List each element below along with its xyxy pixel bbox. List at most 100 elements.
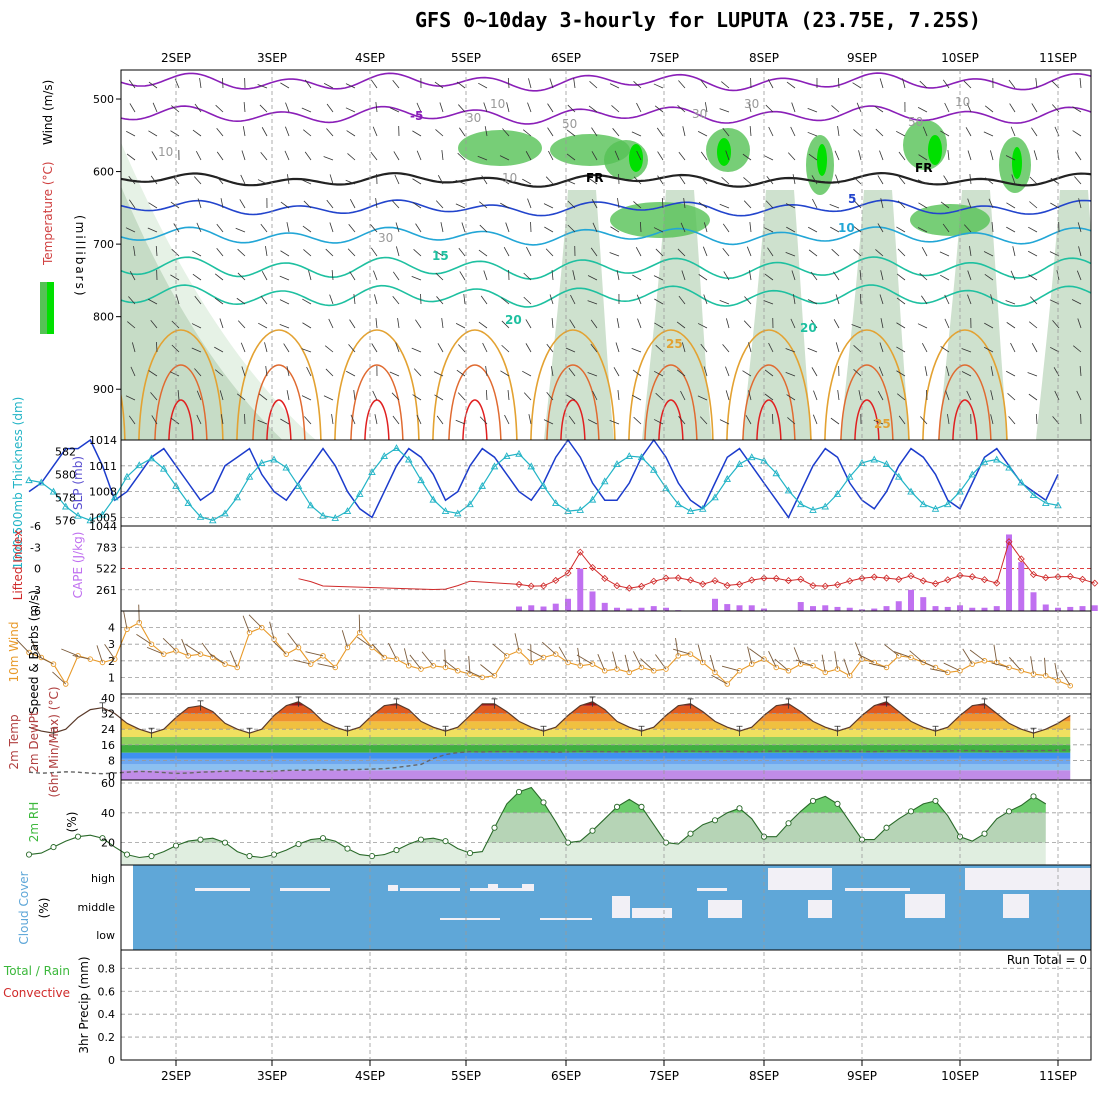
rh-contour-label: 50 xyxy=(908,115,923,129)
lifted-index-point xyxy=(601,574,609,583)
cape-tick-label: 1044 xyxy=(89,520,117,533)
wind-barb xyxy=(543,419,554,425)
wind-barb xyxy=(216,151,224,161)
cloud-cell xyxy=(697,888,727,891)
wind-barb xyxy=(1050,202,1060,209)
wind-barb xyxy=(831,248,840,257)
wind-barb xyxy=(830,226,840,233)
wind-barb xyxy=(745,415,752,425)
wind-barb xyxy=(614,150,620,161)
wind-barb xyxy=(748,390,752,401)
wind-barb xyxy=(370,79,378,89)
wind-barb xyxy=(549,294,554,305)
wind-barb xyxy=(766,175,774,185)
temp-contour-35 xyxy=(756,399,782,440)
lifted-index-point xyxy=(625,584,633,592)
wind-barb xyxy=(219,390,224,401)
wind-barb xyxy=(633,176,642,185)
wind-barb xyxy=(220,414,224,425)
wind-barb xyxy=(507,390,510,401)
wind-barb xyxy=(918,154,928,161)
wind-barb xyxy=(990,150,994,161)
wind-barb xyxy=(457,152,466,161)
cape-tick-label: 261 xyxy=(96,584,117,597)
wind-barb xyxy=(260,223,268,233)
cape-bar xyxy=(748,605,755,611)
wind-barb xyxy=(395,246,400,257)
wind-barb xyxy=(748,342,752,353)
wind-barb xyxy=(631,348,642,353)
wind-barb xyxy=(265,366,268,377)
wind-barb xyxy=(528,414,532,425)
wind-barb xyxy=(567,224,576,233)
rh-column xyxy=(742,190,812,440)
y-tick-label: 40 xyxy=(101,692,115,705)
wind-barb xyxy=(323,395,334,401)
wind-barb xyxy=(568,367,576,377)
temp-contour-25 xyxy=(334,329,420,440)
wind-barb xyxy=(192,129,202,137)
thickness-ylabel: 1000-500mb Thickness (dm) xyxy=(11,397,25,570)
wind-barb xyxy=(853,129,862,137)
rh-point xyxy=(25,851,33,858)
wind-barb xyxy=(597,653,606,671)
rh-point xyxy=(540,799,547,806)
wind-barb xyxy=(485,389,488,401)
thickness-point xyxy=(123,472,131,480)
wind-barb xyxy=(939,251,950,257)
cloud-cell xyxy=(400,888,460,891)
wind-barb xyxy=(633,81,642,89)
wind-barb xyxy=(346,370,356,377)
wind-barb xyxy=(917,323,928,329)
wind-barb xyxy=(237,320,246,329)
thickness-point xyxy=(821,502,830,510)
wind-barb xyxy=(967,270,972,281)
temp-contour-25 xyxy=(138,329,224,440)
wind-barb xyxy=(945,390,950,401)
temp-contour-35 xyxy=(462,399,488,440)
wind-barb xyxy=(632,394,642,401)
thickness-point xyxy=(502,452,511,460)
wind-barb xyxy=(1028,274,1038,281)
cape-bar xyxy=(944,606,951,611)
rh-point xyxy=(981,830,988,837)
lifted-index-point xyxy=(637,582,646,590)
wind-barb xyxy=(568,415,576,425)
temp-contour-25 xyxy=(530,329,616,440)
wind-barb xyxy=(148,370,158,377)
wind-barb xyxy=(541,641,557,655)
wind-barb xyxy=(415,319,422,329)
wind-barb xyxy=(719,419,730,425)
wind-barb xyxy=(984,105,994,113)
temp-contour-label: -5 xyxy=(410,109,423,123)
y-tick-label: 500 xyxy=(93,93,114,106)
wind-barb xyxy=(546,391,554,401)
cape-bar xyxy=(883,606,890,611)
wind-barb xyxy=(280,250,290,257)
wind-barb xyxy=(413,249,422,257)
cape-bar xyxy=(871,608,878,611)
wind-barb xyxy=(216,176,224,185)
wind-barb xyxy=(942,79,950,89)
wind-barb xyxy=(633,651,642,668)
wind-barb xyxy=(128,79,136,89)
wind-barb xyxy=(192,250,202,257)
wind-barb xyxy=(572,270,576,281)
wind-barb xyxy=(743,200,752,209)
rh-layer-30 xyxy=(121,186,283,440)
wind-barb xyxy=(441,318,444,329)
wind-barb xyxy=(358,614,361,633)
wind-barb xyxy=(880,198,884,209)
wind-barb xyxy=(482,342,488,353)
wind-barb xyxy=(832,271,840,281)
date-label-bottom: 4SEP xyxy=(355,1069,385,1083)
wind-barb xyxy=(133,246,136,257)
wind-barb xyxy=(347,153,356,161)
thickness-point xyxy=(711,493,719,501)
wind-barb xyxy=(463,294,466,305)
wind-barb xyxy=(303,200,312,209)
wind-barb xyxy=(239,199,246,209)
thickness-point xyxy=(270,455,278,463)
lifted-index-point xyxy=(931,580,940,588)
rh-point xyxy=(662,839,670,846)
